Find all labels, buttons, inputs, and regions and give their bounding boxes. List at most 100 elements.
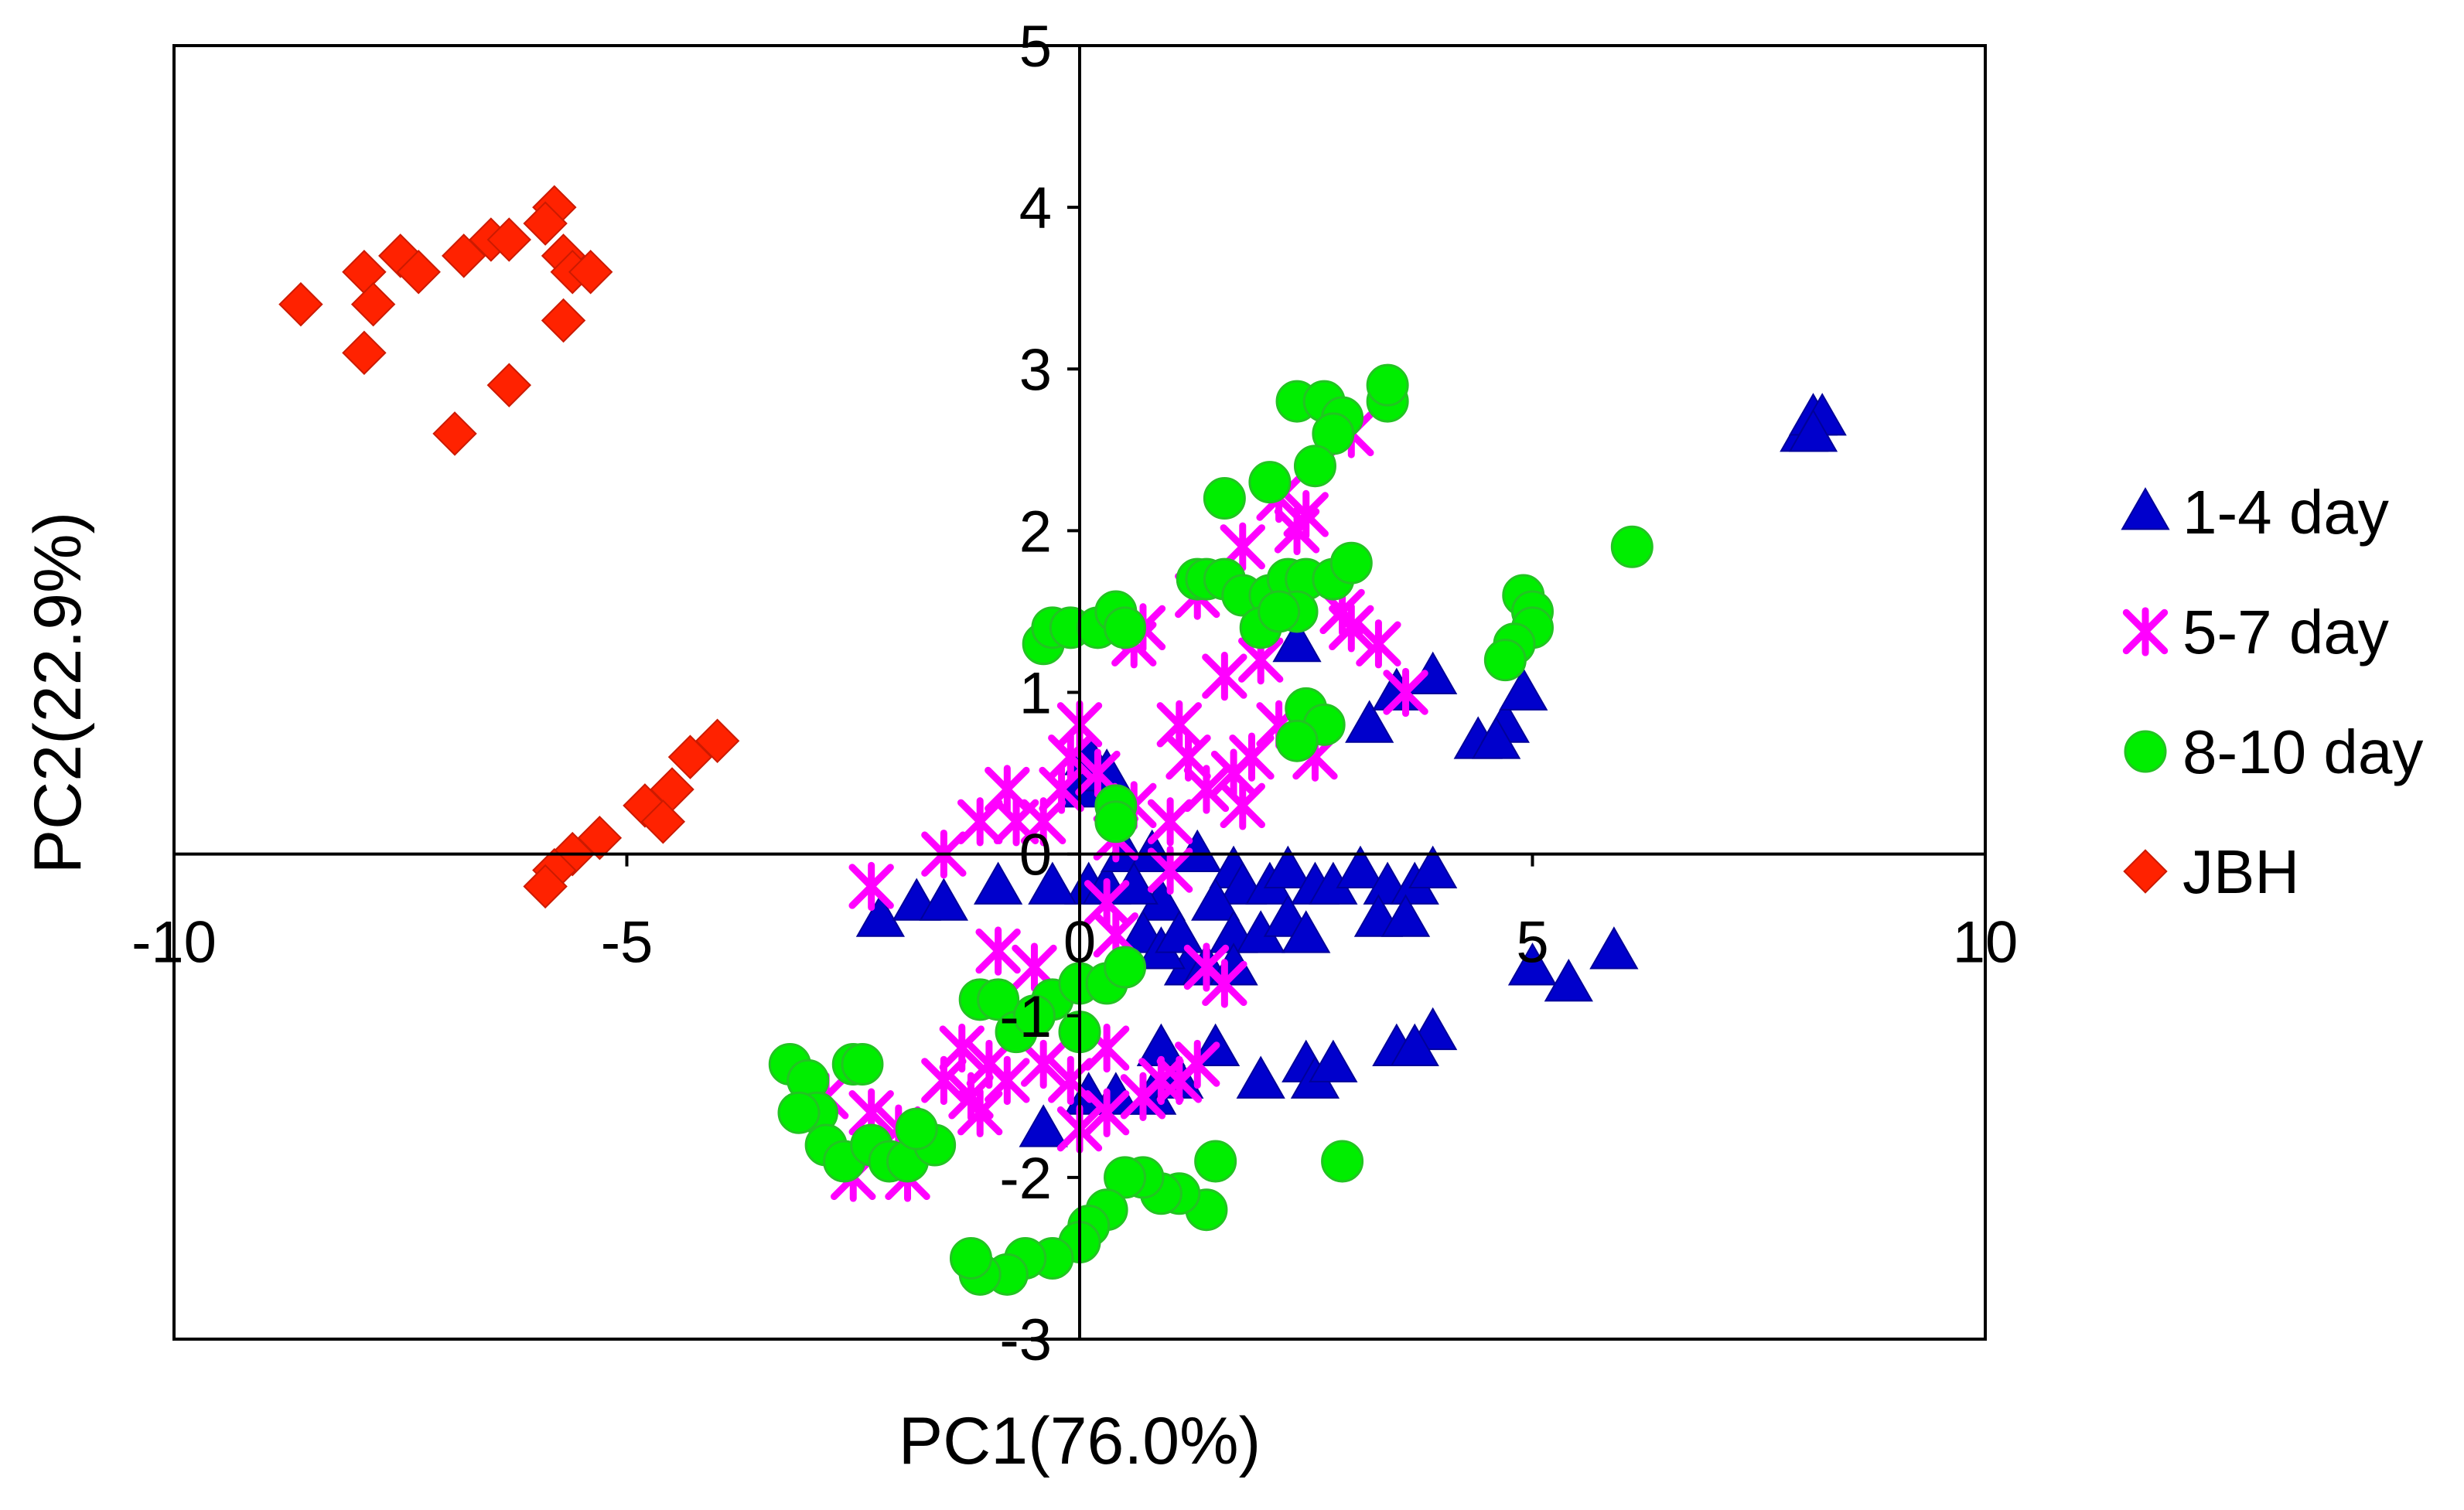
x-tick-label: -10 [131, 910, 217, 976]
series-1-4-day-point [919, 878, 968, 921]
series-1-4-day-point [1019, 1104, 1068, 1147]
series-8-10-day-point [1094, 800, 1138, 844]
series-jbh-point [577, 815, 623, 861]
legend-marker-jbh-point [2123, 849, 2168, 894]
series-jbh-point [640, 799, 686, 844]
series-jbh-point [442, 233, 486, 278]
series-jbh-point [278, 281, 323, 327]
y-tick-label: 0 [1019, 823, 1052, 888]
series-8-10-day-point [1104, 1156, 1147, 1199]
series-1-4-day-point [1380, 894, 1431, 937]
x-tick-label: 0 [1063, 910, 1096, 976]
series-jbh-point [667, 735, 713, 779]
series-8-10-day-point [977, 978, 1020, 1021]
series-5-7-day-point [1356, 619, 1401, 669]
series-8-10-day-point [949, 1236, 992, 1280]
series-1-4-day-point [855, 894, 906, 937]
series-1-4-day-point [1499, 667, 1548, 711]
y-tick-label: 1 [1019, 661, 1052, 727]
series-jbh-point [342, 330, 387, 376]
series-8-10-day-point [1258, 590, 1301, 633]
series-8-10-day-point [1312, 412, 1355, 455]
series-1-4-day-point [1309, 1039, 1358, 1082]
legend-marker-8-10-day-point [2124, 730, 2167, 773]
legend-marker-5-7-day-point [2122, 607, 2169, 656]
series-5-7-day-point [975, 926, 1021, 976]
legend-label-8-10-day: 8-10 day [2182, 718, 2423, 786]
y-tick-label: -1 [999, 984, 1052, 1050]
series-1-4-day-point [1788, 408, 1838, 452]
series-8-10-day-point [1610, 525, 1653, 568]
series-1-4-day-point [1155, 910, 1204, 953]
series-jbh-point [523, 864, 568, 909]
series-8-10-day-point [1012, 994, 1056, 1038]
series-5-7-day-point [1183, 765, 1230, 814]
series-8-10-day-point [1104, 606, 1147, 649]
series-8-10-day-point [841, 1042, 884, 1086]
series-5-7-day-point [1229, 732, 1275, 782]
series-jbh-point [396, 250, 441, 295]
x-tick-label: -5 [601, 910, 654, 976]
series-1-4-day-point [1191, 878, 1241, 921]
series-1-4-day-point [1507, 942, 1558, 986]
y-tick-label: -2 [999, 1146, 1052, 1212]
series-jbh-point [486, 363, 531, 407]
series-1-4-day-point [1472, 716, 1521, 759]
series-8-10-day-point [1194, 1140, 1237, 1183]
series-jbh-point [486, 217, 531, 262]
x-axis-title: PC1(76.0%) [899, 1404, 1261, 1478]
series-5-7-day-point [1156, 700, 1203, 749]
series-1-4-day-point [1263, 845, 1312, 888]
series-8-10-day-point [1293, 445, 1336, 488]
series-jbh-point [350, 281, 396, 327]
legend-label-1-4-day: 1-4 day [2182, 478, 2389, 547]
y-tick-label: 2 [1019, 499, 1052, 564]
legend-marker-1-4-day-point [2121, 487, 2170, 530]
y-axis-title: PC2(22.9%) [21, 512, 95, 874]
series-5-7-day-point [985, 1055, 1030, 1106]
series-5-7-day-point [848, 861, 894, 912]
series-jbh-point [523, 201, 568, 246]
x-tick-label: 5 [1516, 910, 1548, 976]
y-tick-label: 4 [1019, 176, 1052, 241]
legend-item-1-4-day: 1-4 day [2121, 478, 2389, 547]
y-tick-label: 5 [1019, 14, 1052, 80]
legend-item-5-7-day: 5-7 day [2122, 598, 2389, 666]
series-jbh-point [568, 250, 613, 295]
series-5-7-day-point [1383, 667, 1428, 718]
series-5-7-day-point [957, 1088, 1003, 1137]
series-8-10-day-point [1275, 719, 1319, 762]
series-1-4-day-point [1028, 861, 1077, 905]
series-1-4-day-point [1236, 1055, 1285, 1099]
series-jbh-point [694, 718, 740, 763]
series-jbh-point [378, 233, 423, 278]
series-jbh [278, 185, 740, 909]
x-tick-label: 10 [1953, 910, 2019, 976]
series-8-10-day-point [1321, 1140, 1364, 1183]
series-1-4-day-point [973, 861, 1023, 905]
series-8-10-day-point [1248, 461, 1292, 504]
series-5-7-day-point [921, 1055, 967, 1106]
series-1-4-day-point [1345, 700, 1394, 743]
series-1-4-day-point [1408, 845, 1458, 888]
series-5-7-day-point [1147, 845, 1193, 895]
series-8-10-day-point [777, 1091, 821, 1134]
series-8-10-day-point [1483, 639, 1527, 682]
series-8-10-day-point [1366, 363, 1409, 407]
series-1-4-day-point [1281, 910, 1331, 953]
series-8-10-day-point [1104, 946, 1147, 989]
series-5-7-day-point [1202, 651, 1247, 701]
series-1-4-day-point [1272, 619, 1322, 663]
series-8-10-day-point [895, 1107, 938, 1150]
y-tick-label: -3 [999, 1307, 1052, 1373]
legend: 1-4 day 5-7 day 8-10 day JBH [2121, 478, 2423, 906]
series-5-7-day-point [1147, 797, 1193, 847]
series-5-7-day-point [1084, 1088, 1130, 1137]
series-5-7-day-point [1020, 1039, 1066, 1089]
series-1-4-day-point [1589, 926, 1639, 970]
y-tick-label: 3 [1019, 337, 1052, 403]
series-5-7-day-point [1048, 1055, 1094, 1106]
series-5-7-day-point [1183, 942, 1230, 992]
